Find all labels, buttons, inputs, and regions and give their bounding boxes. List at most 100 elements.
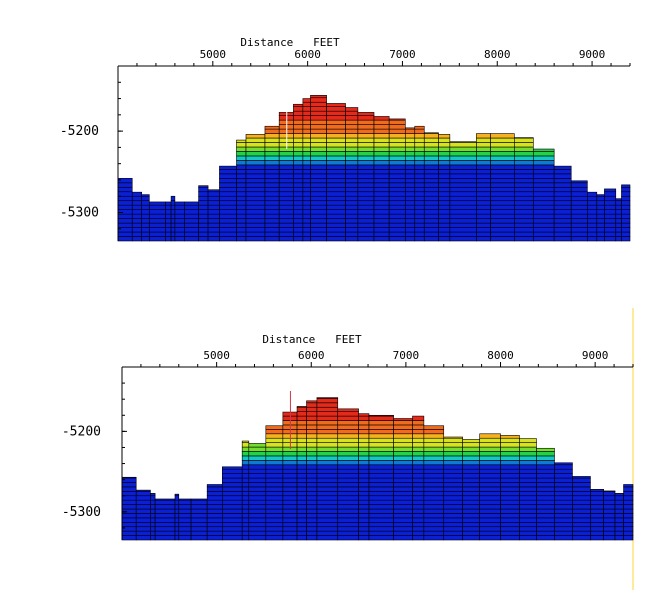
column-band	[536, 513, 555, 519]
column-band	[514, 236, 534, 242]
column-band	[404, 222, 416, 228]
column-band	[412, 464, 425, 470]
column-band	[306, 477, 318, 483]
column-band	[236, 204, 247, 210]
column-band	[596, 194, 605, 197]
column-band	[302, 213, 311, 219]
column-band	[358, 482, 370, 488]
column-37	[615, 198, 622, 242]
column-band	[443, 526, 463, 532]
column-band	[590, 499, 604, 505]
column-band	[423, 504, 445, 510]
column-band	[316, 535, 339, 541]
x-tick-label: 7000	[389, 48, 416, 61]
column-band	[245, 142, 266, 148]
column-band	[603, 504, 616, 510]
column-band	[264, 191, 280, 197]
column-band	[337, 415, 359, 421]
column-band	[310, 146, 327, 152]
column-band	[443, 451, 463, 457]
column-band	[388, 128, 406, 134]
column-band	[170, 231, 176, 237]
column-band	[241, 499, 250, 505]
column-band	[412, 415, 425, 421]
column-band	[393, 437, 413, 443]
column-24	[479, 433, 501, 541]
column-band	[345, 124, 359, 130]
column-band	[264, 155, 280, 161]
column-band	[590, 521, 604, 528]
column-band	[198, 186, 209, 193]
column-band	[490, 155, 515, 161]
column-band	[282, 460, 298, 466]
column-band	[154, 513, 176, 519]
column-band	[412, 477, 425, 483]
column-band	[623, 484, 634, 488]
column-band	[404, 160, 416, 166]
column-band	[178, 521, 192, 528]
column-band	[117, 209, 133, 215]
column-band	[265, 429, 284, 435]
column-band	[623, 513, 634, 519]
column-band	[117, 227, 133, 233]
column-band	[373, 164, 390, 170]
column-band	[248, 446, 267, 452]
column-band	[206, 491, 223, 497]
column-band	[265, 477, 284, 483]
column-band	[282, 473, 298, 479]
column-band	[306, 411, 318, 417]
column-band	[190, 504, 208, 510]
column-band	[150, 526, 156, 532]
column-band	[345, 191, 359, 197]
column-band	[514, 173, 534, 179]
column-band	[337, 455, 359, 461]
column-band	[412, 473, 425, 479]
x-tick-label: 5000	[200, 48, 227, 61]
column-band	[184, 231, 199, 237]
column-band	[423, 473, 445, 479]
column-band	[388, 164, 406, 170]
column-band	[412, 446, 425, 452]
column-band	[357, 191, 375, 197]
column-band	[621, 213, 631, 219]
column-band	[296, 433, 307, 439]
column-band	[236, 218, 247, 224]
column-band	[306, 535, 318, 541]
column-band	[614, 517, 624, 523]
column-band	[423, 142, 439, 148]
column-band	[404, 195, 416, 202]
column-band	[310, 133, 327, 139]
column-band	[265, 473, 284, 479]
column-band	[198, 236, 209, 242]
column-band	[614, 493, 624, 497]
column-band	[293, 128, 304, 134]
column-band	[443, 436, 463, 439]
column-band	[423, 433, 445, 439]
column-band	[572, 477, 591, 483]
column-band	[245, 137, 266, 143]
column-band	[345, 164, 359, 170]
column-band	[248, 460, 267, 466]
column-band	[449, 186, 477, 193]
column-band	[388, 124, 406, 130]
column-band	[373, 218, 390, 224]
column-band	[170, 236, 176, 242]
top-panel: Distance FEET 5000 6000 7000 8000 9000-5200-…	[60, 36, 631, 242]
column-band	[241, 451, 250, 457]
column-band	[141, 236, 150, 242]
column-band	[219, 200, 237, 206]
column-band	[572, 504, 591, 510]
column-31	[603, 490, 616, 541]
column-band	[393, 491, 413, 497]
column-band	[393, 508, 413, 514]
column-band	[393, 486, 413, 492]
column-band	[296, 406, 307, 412]
column-band	[404, 227, 416, 233]
column-band	[393, 429, 413, 435]
column-band	[536, 460, 555, 466]
column-band	[302, 178, 311, 184]
column-band	[302, 151, 311, 157]
column-band	[248, 508, 267, 514]
column-band	[368, 460, 394, 466]
column-band	[131, 213, 143, 219]
